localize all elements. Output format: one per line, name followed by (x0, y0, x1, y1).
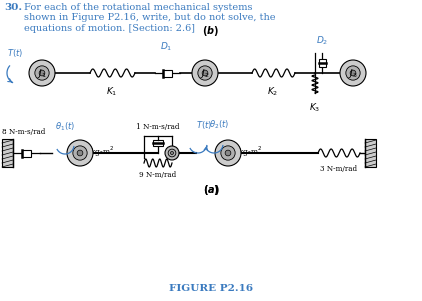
Text: 1 N-m-s/rad: 1 N-m-s/rad (136, 123, 180, 131)
Circle shape (73, 146, 87, 160)
Circle shape (198, 66, 212, 80)
Bar (163, 70, 172, 76)
Text: For each of the rotational mechanical systems: For each of the rotational mechanical sy… (24, 3, 252, 12)
Circle shape (202, 70, 208, 76)
Circle shape (340, 60, 366, 86)
Text: $\mathbf{(}$$\mathit{a}$$\mathbf{)}$: $\mathbf{(}$$\mathit{a}$$\mathbf{)}$ (203, 183, 219, 197)
Circle shape (215, 140, 241, 166)
Text: shown in Figure P2.16, write, but do not solve, the: shown in Figure P2.16, write, but do not… (24, 14, 276, 23)
Text: $\theta_2(t)$: $\theta_2(t)$ (209, 119, 229, 131)
Circle shape (39, 70, 45, 76)
Bar (2, 139, 13, 167)
Text: $T(t)$: $T(t)$ (7, 47, 23, 59)
Text: $K_1$: $K_1$ (106, 86, 118, 98)
Circle shape (29, 60, 55, 86)
Text: $J_1$: $J_1$ (37, 67, 47, 79)
Text: FIGURE P2.16: FIGURE P2.16 (169, 284, 253, 293)
Text: $K_2$: $K_2$ (268, 86, 279, 98)
Bar (319, 59, 325, 67)
Circle shape (225, 150, 231, 156)
Text: $T(t)$: $T(t)$ (196, 119, 212, 131)
Bar (22, 150, 31, 157)
Text: $K_3$: $K_3$ (309, 101, 321, 113)
Circle shape (35, 66, 49, 80)
Circle shape (77, 150, 83, 156)
Circle shape (221, 146, 235, 160)
Text: $J_3$: $J_3$ (348, 67, 358, 79)
Bar (365, 139, 376, 167)
Circle shape (165, 146, 179, 160)
Text: equations of motion. [Section: 2.6]: equations of motion. [Section: 2.6] (24, 24, 195, 33)
Text: $D_2$: $D_2$ (316, 35, 328, 47)
Text: $\boldsymbol{(b)}$: $\boldsymbol{(b)}$ (203, 24, 219, 38)
Bar (153, 140, 163, 146)
Text: $\boldsymbol{(a)}$: $\boldsymbol{(a)}$ (203, 183, 219, 197)
Text: 30.: 30. (4, 3, 22, 12)
Circle shape (346, 66, 360, 80)
Text: $D_1$: $D_1$ (160, 41, 172, 53)
Circle shape (170, 151, 173, 154)
Text: $\theta_1(t)$: $\theta_1(t)$ (55, 120, 75, 133)
Text: 9 N-m/rad: 9 N-m/rad (139, 171, 177, 179)
Text: $J_2$: $J_2$ (200, 67, 210, 79)
Circle shape (192, 60, 218, 86)
Text: 5 kg-m$^2$: 5 kg-m$^2$ (83, 145, 114, 159)
Circle shape (168, 149, 176, 157)
Circle shape (67, 140, 93, 166)
Text: 3 kg-m$^2$: 3 kg-m$^2$ (231, 145, 262, 159)
Text: 3 N-m/rad: 3 N-m/rad (320, 165, 357, 173)
Text: 8 N-m-s/rad: 8 N-m-s/rad (2, 128, 46, 136)
Circle shape (350, 70, 356, 76)
